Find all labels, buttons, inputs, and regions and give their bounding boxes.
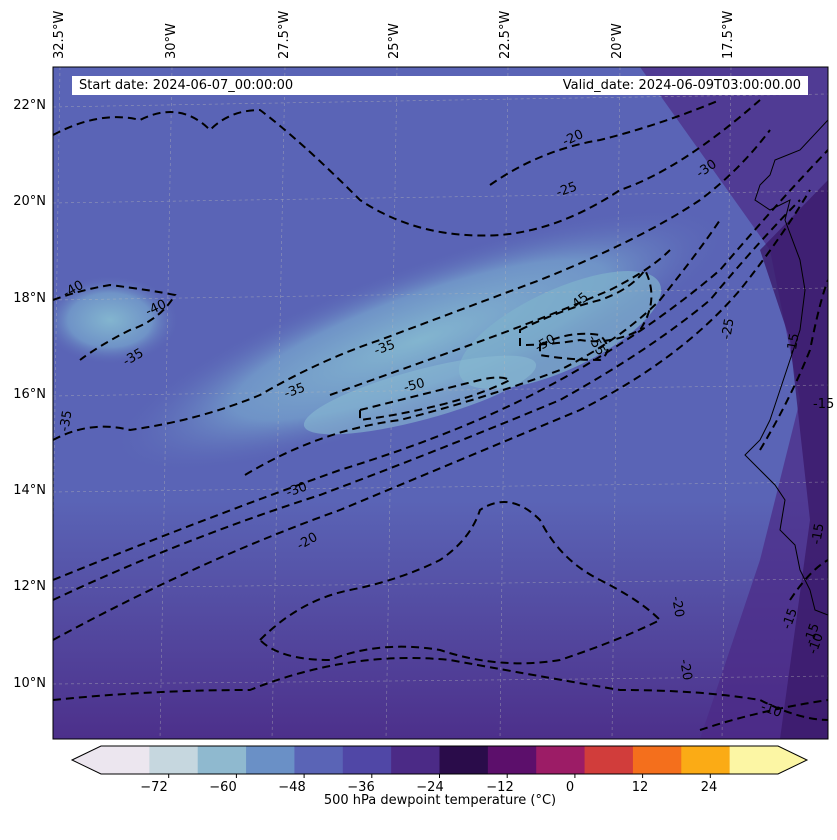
colorbar-segment <box>197 746 247 774</box>
colorbar-segment <box>439 746 489 774</box>
colorbar-extend-low <box>72 746 101 774</box>
date-info-box: Start date: 2024-06-07_00:00:00 Valid_da… <box>72 76 808 95</box>
contour-minus-35-north <box>53 129 771 441</box>
africa-coastline <box>744 119 828 616</box>
colorbar <box>70 745 809 778</box>
colorbar-outline <box>70 745 809 775</box>
contour-minus-45 <box>519 268 653 347</box>
contour-minus-20 <box>53 149 828 581</box>
colorbar-tick-label: 24 <box>700 780 718 795</box>
colorbar-extend-high <box>778 746 807 774</box>
lon-label: 25°W <box>387 23 402 59</box>
contour-south-blob <box>258 501 662 665</box>
colorbar-segment <box>294 746 344 774</box>
contour-label: -25 <box>719 317 737 341</box>
lon-label: 22.5°W <box>498 10 513 59</box>
colorbar-tick-label: −24 <box>416 780 444 795</box>
contour-label: -10 <box>806 631 827 656</box>
colorbar-gradient <box>72 746 807 774</box>
lon-label: 20°W <box>610 23 625 59</box>
colorbar-segment <box>149 746 199 774</box>
contour-label: -15 <box>780 606 801 631</box>
contour-minus-10 <box>699 699 828 731</box>
contour-label: -20 <box>668 595 686 619</box>
contour-label: -10 <box>759 700 784 721</box>
colorbar-tick-label: −48 <box>278 780 306 795</box>
contour-minus-25 <box>53 199 801 601</box>
contour-minus-15 <box>53 279 828 721</box>
colorbar-tick-label: −72 <box>140 780 168 795</box>
contour-minus-25-outer <box>53 99 761 237</box>
contour-label: -50 <box>402 376 426 396</box>
contour-label: -20 <box>676 658 694 682</box>
start-date-text: Start date: 2024-06-07_00:00:00 <box>79 78 294 93</box>
colorbar-tick-label: 12 <box>631 780 649 795</box>
lat-label: 20°N <box>13 194 46 209</box>
contour-label: -15 <box>802 621 823 646</box>
contour-label: -35 <box>57 409 75 433</box>
valid-date-text: Valid_date: 2024-06-09T03:00:00.00 <box>562 78 801 93</box>
colorbar-segment <box>681 746 731 774</box>
contour-minus-40 <box>53 249 671 396</box>
lon-label: 17.5°W <box>721 10 736 59</box>
contour-minus-20-outer <box>489 99 721 186</box>
contour-label: -15 <box>813 397 834 412</box>
contour-label: -15 <box>809 522 827 546</box>
contour-label: -25 <box>554 179 579 200</box>
lon-label: 27.5°W <box>277 10 292 59</box>
contour-label: -30 <box>284 479 309 500</box>
contour-minus-35-south <box>244 219 721 476</box>
colorbar-segment <box>101 746 150 774</box>
graticule <box>53 67 828 739</box>
contour-label: -35 <box>372 337 397 358</box>
dewpoint-contours <box>53 99 828 731</box>
contour-minus-50 <box>359 332 609 422</box>
lat-label: 10°N <box>13 676 46 691</box>
lon-label: 30°W <box>164 23 179 59</box>
colorbar-segment <box>584 746 634 774</box>
colorbar-tick-label: −12 <box>486 780 514 795</box>
lat-label: 18°N <box>13 291 46 306</box>
lat-label: 16°N <box>13 387 46 402</box>
colorbar-segment <box>246 746 296 774</box>
colorbar-segment <box>391 746 441 774</box>
colorbar-segment <box>729 746 779 774</box>
colorbar-segment <box>632 746 682 774</box>
lon-label: 32.5°W <box>52 10 67 59</box>
colorbar-label: 500 hPa dewpoint temperature (°C) <box>323 793 557 808</box>
colorbar-tick-label: −60 <box>209 780 237 795</box>
colorbar-tick-label: −36 <box>347 780 375 795</box>
lat-label: 14°N <box>13 483 46 498</box>
lat-label: 22°N <box>13 98 46 113</box>
colorbar-segment <box>536 746 586 774</box>
colorbar-tick-label: 0 <box>565 780 575 795</box>
contour-label: -15 <box>784 332 802 356</box>
contour-label: -35 <box>282 380 307 401</box>
lat-label: 12°N <box>13 579 46 594</box>
colorbar-ticks <box>168 774 711 778</box>
colorbar-segment <box>342 746 392 774</box>
map-frame <box>52 66 829 740</box>
colorbar-segment <box>487 746 537 774</box>
